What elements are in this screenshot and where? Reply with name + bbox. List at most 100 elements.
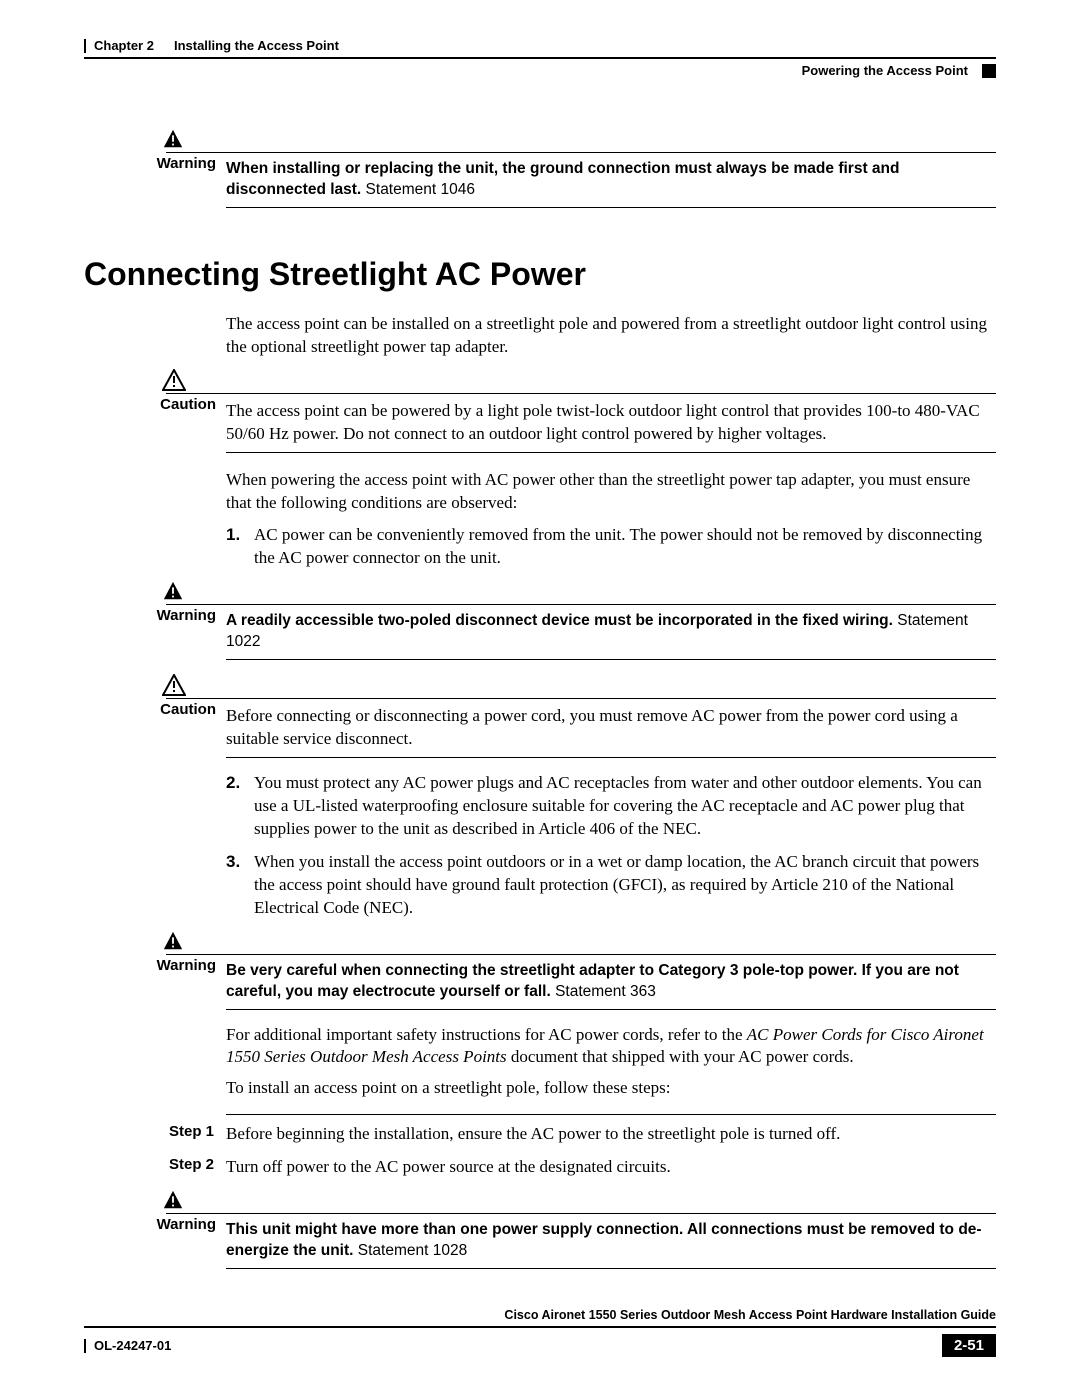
warning-label: Warning (84, 1216, 216, 1233)
callout-bot-rule (226, 659, 996, 660)
footer-row: OL-24247-01 2-51 (84, 1334, 996, 1357)
step-row-2: Step 2 Turn off power to the AC power so… (84, 1156, 996, 1179)
label-rule (166, 1213, 226, 1214)
additional-tail: document that shipped with your AC power… (507, 1047, 854, 1066)
additional-info: For additional important safety instruct… (226, 1024, 996, 1101)
doc-number: OL-24247-01 (94, 1338, 171, 1353)
callout-left: Caution (84, 369, 226, 413)
document-page: Chapter 2 Installing the Access Point Po… (0, 0, 1080, 1397)
callout-left: Warning (84, 1189, 226, 1233)
guide-title: Cisco Aironet 1550 Series Outdoor Mesh A… (84, 1308, 996, 1322)
list-num: 1. (226, 524, 254, 570)
caution-callout-2: Caution Before connecting or disconnecti… (84, 674, 996, 758)
callout-left: Warning (84, 580, 226, 624)
additional-info-para: For additional important safety instruct… (226, 1024, 996, 1070)
running-header: Chapter 2 Installing the Access Point (84, 38, 996, 53)
label-rule (166, 393, 226, 394)
callout-top-rule (226, 1213, 996, 1214)
section-title: Connecting Streetlight AC Power (84, 256, 996, 293)
step-label: Step 2 (84, 1156, 226, 1179)
list-item: 2. You must protect any AC power plugs a… (226, 772, 996, 841)
conditions-intro: When powering the access point with AC p… (226, 469, 996, 515)
warning-text: Be very careful when connecting the stre… (226, 961, 996, 1003)
page-content: Warning When installing or replacing the… (84, 128, 996, 1269)
footer-left: OL-24247-01 (84, 1338, 171, 1353)
footer-bar (84, 1339, 86, 1353)
warning-statement: Statement 1028 (358, 1242, 467, 1259)
callout-body: The access point can be powered by a lig… (226, 369, 996, 453)
list-text: You must protect any AC power plugs and … (254, 772, 996, 841)
callout-left: Warning (84, 128, 226, 172)
caution-text: Before connecting or disconnecting a pow… (226, 705, 996, 751)
callout-top-rule (226, 954, 996, 955)
subheader-row: Powering the Access Point (84, 63, 996, 78)
warning-callout-4: Warning This unit might have more than o… (84, 1189, 996, 1269)
caution-icon (162, 369, 294, 391)
list-num: 3. (226, 851, 254, 920)
warning-label: Warning (84, 957, 216, 974)
callout-left: Caution (84, 674, 226, 718)
page-footer: Cisco Aironet 1550 Series Outdoor Mesh A… (84, 1308, 996, 1357)
callout-top-rule (226, 698, 996, 699)
callout-top-rule (226, 393, 996, 394)
conditions-block: When powering the access point with AC p… (226, 469, 996, 571)
steps-rule (226, 1114, 996, 1115)
warning-callout-1: Warning When installing or replacing the… (84, 128, 996, 208)
header-box-icon (982, 64, 996, 78)
list-text: AC power can be conveniently removed fro… (254, 524, 996, 570)
intro-para: The access point can be installed on a s… (226, 313, 996, 359)
warning-statement: Statement 363 (555, 983, 656, 1000)
callout-bot-rule (226, 757, 996, 758)
callout-bot-rule (226, 1009, 996, 1010)
warning-text: When installing or replacing the unit, t… (226, 159, 996, 201)
intro-text: The access point can be installed on a s… (226, 313, 996, 359)
callout-bot-rule (226, 207, 996, 208)
callout-bot-rule (226, 1268, 996, 1269)
conditions-list: 1. AC power can be conveniently removed … (226, 524, 996, 570)
footer-rule (84, 1326, 996, 1328)
label-rule (166, 604, 226, 605)
caution-label: Caution (84, 396, 216, 413)
chapter-title: Installing the Access Point (174, 38, 339, 53)
warning-label: Warning (84, 155, 216, 172)
warning-text: A readily accessible two-poled disconnec… (226, 611, 996, 653)
callout-body: Be very careful when connecting the stre… (226, 930, 996, 1010)
warning-icon (162, 930, 294, 952)
callout-body: A readily accessible two-poled disconnec… (226, 580, 996, 660)
header-rule (84, 57, 996, 59)
caution-callout-1: Caution The access point can be powered … (84, 369, 996, 453)
label-rule (166, 152, 226, 153)
list-text: When you install the access point outdoo… (254, 851, 996, 920)
callout-body: Before connecting or disconnecting a pow… (226, 674, 996, 758)
warning-text: This unit might have more than one power… (226, 1220, 996, 1262)
step-row-1: Step 1 Before beginning the installation… (84, 1123, 996, 1146)
warning-icon (162, 128, 294, 150)
step-text: Before beginning the installation, ensur… (226, 1123, 996, 1146)
warning-icon (162, 1189, 294, 1211)
caution-text: The access point can be powered by a lig… (226, 400, 996, 446)
label-rule (166, 698, 226, 699)
page-number: 2-51 (942, 1334, 996, 1357)
warning-statement: Statement 1046 (366, 181, 475, 198)
header-bar (84, 39, 86, 53)
callout-top-rule (226, 604, 996, 605)
list-item: 1. AC power can be conveniently removed … (226, 524, 996, 570)
warning-bold: This unit might have more than one power… (226, 1221, 982, 1259)
callout-body: This unit might have more than one power… (226, 1189, 996, 1269)
label-rule (166, 954, 226, 955)
caution-label: Caution (84, 701, 216, 718)
warning-bold: When installing or replacing the unit, t… (226, 160, 899, 198)
warning-label: Warning (84, 607, 216, 624)
additional-lead: For additional important safety instruct… (226, 1025, 747, 1044)
caution-icon (162, 674, 294, 696)
warning-callout-2: Warning A readily accessible two-poled d… (84, 580, 996, 660)
conditions-list-cont: 2. You must protect any AC power plugs a… (226, 772, 996, 920)
callout-body: When installing or replacing the unit, t… (226, 128, 996, 208)
section-right: Powering the Access Point (802, 63, 968, 78)
list-item: 3. When you install the access point out… (226, 851, 996, 920)
callout-bot-rule (226, 452, 996, 453)
callout-top-rule (226, 152, 996, 153)
list-num: 2. (226, 772, 254, 841)
chapter-label: Chapter 2 (94, 38, 154, 53)
conditions-list-2: 2. You must protect any AC power plugs a… (226, 772, 996, 920)
